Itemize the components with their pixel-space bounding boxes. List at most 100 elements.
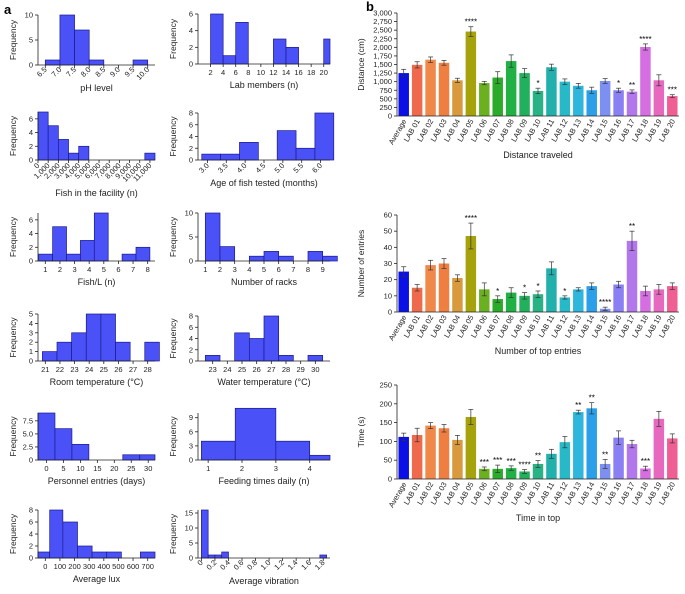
bar [599, 463, 611, 479]
y-tick-label: 2.5 [23, 442, 33, 451]
x-tick-label: 3 [72, 265, 76, 274]
y-tick-label: 5 [29, 36, 33, 45]
chart-title: Age of fish tested (months) [210, 178, 318, 188]
y-tick-label: 4 [29, 128, 33, 137]
hist-bar [59, 14, 75, 66]
hist-bar [278, 255, 294, 262]
hist-bar [37, 551, 51, 559]
y-tick-label: 50 [384, 456, 392, 465]
y-tick-label: 5 [29, 310, 33, 319]
x-tick-label: 8 [146, 265, 150, 274]
bar [667, 286, 678, 312]
x-tick-label: 16 [294, 68, 302, 77]
bar [411, 287, 423, 312]
chart-title: Water temperature (°C) [217, 377, 310, 387]
x-tick-label: 4 [221, 68, 225, 77]
bar [425, 59, 436, 116]
bar [626, 240, 638, 312]
significance-label: **** [599, 298, 611, 307]
bar [465, 236, 477, 312]
y-axis-label: Frequency [8, 216, 18, 257]
hist-bar [204, 212, 221, 262]
y-axis-label: Frequency [168, 18, 178, 59]
chart-title: Fish/L (n) [78, 277, 116, 287]
bar [452, 80, 463, 116]
significance-label: ** [535, 452, 541, 461]
histogram-age: 0 2 4 6 8 3.0 3.5 4.0 4.5 5.0 5.5 6.0 Age of fish te… [168, 109, 335, 188]
y-tick-label: 10 [185, 524, 193, 533]
hist-bar [71, 443, 90, 461]
x-tick-label: 8.5 [93, 65, 107, 79]
bar [505, 292, 517, 312]
bar [573, 85, 584, 116]
bar [559, 297, 571, 312]
hist-bar [307, 355, 324, 362]
y-tick-label: 2,250 [373, 34, 392, 43]
histogram-pers: 0 2.5 5.0 7.5 0 5 10 15 20 25 30 Personnel entries … [8, 412, 156, 486]
y-tick-label: 7.5 [23, 416, 33, 425]
y-tick-label: 6 [189, 323, 193, 332]
hist-bar [106, 551, 122, 559]
hist-bar [85, 313, 102, 362]
bar [546, 453, 557, 479]
hist-bar [222, 55, 237, 65]
chart-title: Feeding times daily (n) [218, 476, 309, 486]
hist-bar [221, 551, 229, 559]
bar [613, 284, 624, 312]
x-tick-label: 24 [223, 365, 231, 374]
x-tick-label: 7 [291, 265, 295, 274]
x-tick-label: 24 [85, 365, 93, 374]
bar [519, 73, 530, 116]
y-tick-label: 20 [384, 275, 392, 284]
bar [532, 294, 544, 312]
bar [411, 64, 423, 116]
x-tick-label: 7 [131, 265, 135, 274]
x-tick-label: 5.0 [273, 161, 287, 175]
bar [411, 435, 423, 479]
hist-bar [44, 59, 61, 66]
hist-bar [201, 509, 209, 559]
x-tick-label: 7.5 [64, 65, 78, 79]
y-tick-label: 8 [189, 312, 193, 321]
x-tick-label: 4 [87, 265, 91, 274]
hist-bar [248, 338, 265, 362]
y-tick-label: 0 [29, 456, 33, 465]
hist-bar [57, 139, 69, 161]
y-tick-label: 2 [29, 243, 33, 252]
bar [640, 468, 651, 479]
hist-bar [235, 21, 249, 65]
y-tick-label: 6 [29, 114, 33, 123]
y-tick-label: 0 [388, 112, 392, 121]
x-tick-label: 2 [218, 265, 222, 274]
y-tick-label: 0 [189, 156, 193, 165]
hist-bar [42, 351, 58, 362]
y-tick-label: 0 [29, 554, 33, 563]
bar [626, 444, 638, 479]
histogram-fish: 024601,0002,0003,0004,0005,0006,0007,000… [8, 111, 156, 198]
y-tick-label: 2 [189, 43, 193, 52]
x-tick-label: 3.0 [197, 161, 211, 175]
panel-label-a: a [4, 2, 12, 17]
hist-bar [140, 551, 156, 559]
bar [640, 290, 651, 312]
y-tick-label: 0 [388, 475, 392, 484]
x-tick-label: 1 [206, 464, 210, 473]
y-axis-label: Frequency [168, 513, 178, 554]
x-tick-label: 22 [56, 365, 64, 374]
x-tick-label: 300 [83, 562, 96, 571]
bar [479, 468, 490, 479]
x-tick-label: 29 [296, 365, 304, 374]
x-tick-label: 28 [144, 365, 152, 374]
hist-bar [78, 145, 90, 161]
x-tick-label: 7.0 [50, 65, 64, 79]
x-tick-label: 1.8 [313, 558, 327, 572]
hist-bar [49, 509, 64, 559]
x-tick-label: 21 [41, 365, 49, 374]
y-tick-label: 2 [29, 142, 33, 151]
hist-bar [234, 332, 250, 362]
